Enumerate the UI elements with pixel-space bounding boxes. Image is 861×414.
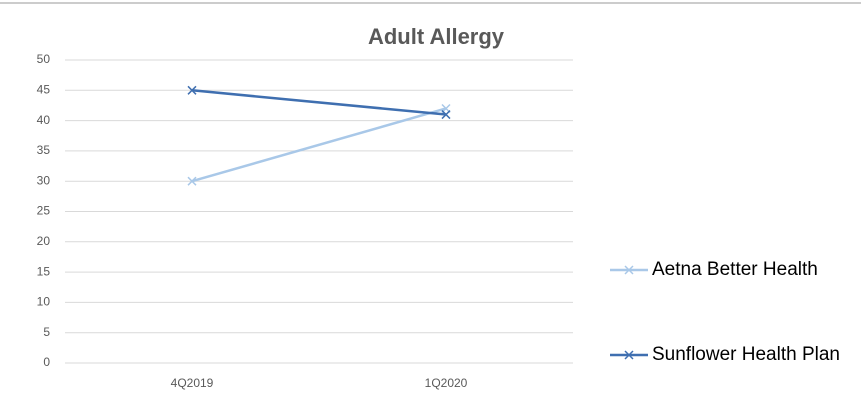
y-tick-label: 50: [37, 52, 51, 66]
y-tick-label: 20: [37, 234, 51, 248]
y-tick-label: 25: [37, 204, 51, 218]
y-tick-label: 45: [37, 82, 51, 96]
series-line: [191, 89, 447, 116]
marker: [441, 110, 451, 120]
x-tick-label: 1Q2020: [425, 376, 468, 390]
marker: [187, 176, 197, 186]
legend-marker: [624, 350, 634, 360]
y-tick-label: 10: [37, 295, 51, 309]
chart-title: Adult Allergy: [368, 24, 505, 49]
marker: [187, 85, 197, 95]
y-tick-label: 35: [37, 143, 51, 157]
legend-label: Sunflower Health Plan: [652, 344, 840, 365]
series-line: [191, 107, 447, 183]
y-tick-label: 15: [37, 264, 51, 278]
legend-marker: [624, 265, 634, 275]
y-tick-label: 0: [43, 355, 50, 369]
y-tick-label: 30: [37, 173, 51, 187]
y-tick-label: 5: [43, 325, 50, 339]
legend-label: Aetna Better Health: [652, 259, 818, 280]
y-tick-label: 40: [37, 113, 51, 127]
x-tick-label: 4Q2019: [171, 376, 214, 390]
